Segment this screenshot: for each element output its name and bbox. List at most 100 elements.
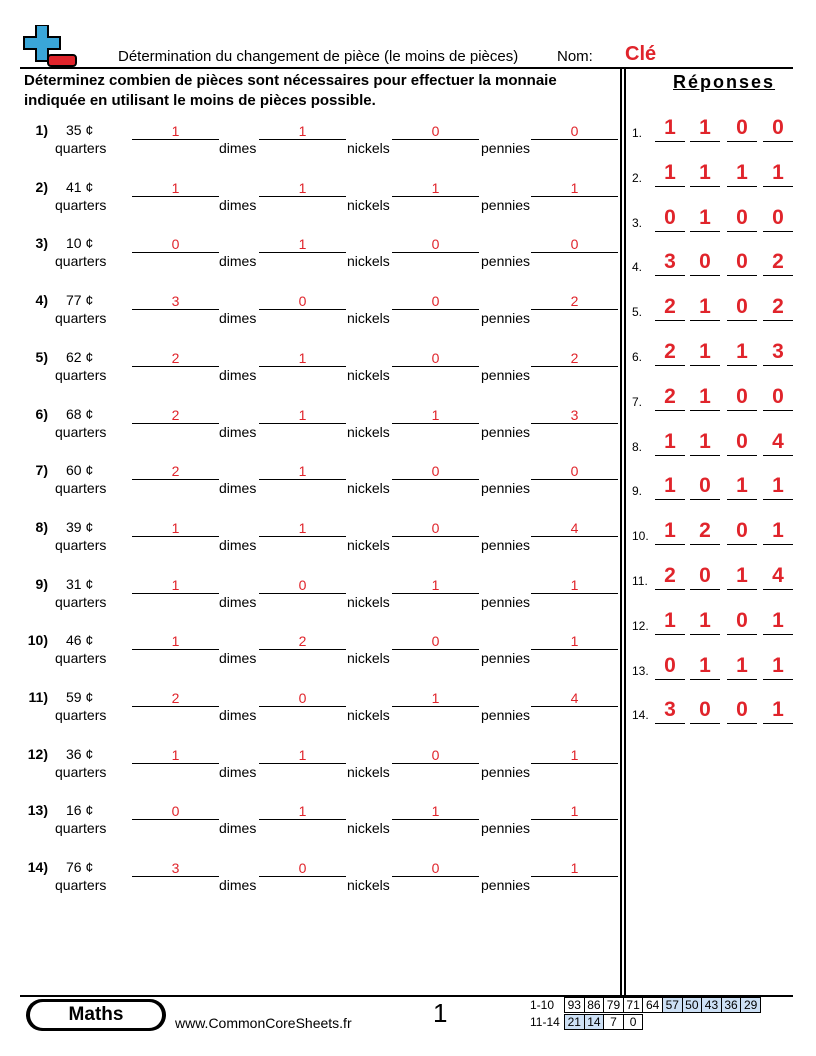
answer-field-quarters[interactable]: 3	[132, 859, 219, 878]
score-cell: 86	[583, 997, 605, 1013]
amount: 41 ¢	[66, 178, 94, 195]
answer-field-quarters[interactable]: 3	[132, 292, 219, 311]
answer-field-quarters[interactable]: 0	[132, 235, 219, 254]
answer-field-nickels[interactable]: 1	[392, 802, 479, 821]
answer-field-dimes[interactable]: 0	[259, 859, 346, 878]
answer-field-quarters[interactable]: 2	[132, 462, 219, 481]
answer-field-quarters[interactable]: 1	[132, 122, 219, 140]
answer-field-nickels[interactable]: 0	[392, 746, 479, 764]
answer-field-pennies[interactable]: 4	[531, 689, 618, 707]
answer-field-nickels[interactable]: 0	[392, 292, 479, 311]
answer-field-dimes[interactable]: 1	[259, 802, 346, 821]
answer-field-pennies[interactable]: 4	[531, 519, 618, 537]
answer-key-value: 3	[655, 249, 685, 277]
score-cell: 0	[622, 1014, 644, 1030]
answer-field-nickels[interactable]: 1	[392, 576, 479, 594]
answer-field-dimes[interactable]: 0	[259, 689, 346, 707]
coin-label-pennies: pennies	[481, 877, 531, 894]
answer-field-dimes[interactable]: 0	[259, 576, 346, 594]
answer-key-value: 0	[727, 249, 757, 277]
answer-key-number: 5.	[632, 305, 643, 320]
instructions: Déterminez combien de pièces sont nécess…	[24, 72, 557, 109]
coin-label-nickels: nickels	[347, 366, 390, 383]
problem-number: 6)	[35, 405, 48, 422]
coin-label-dimes: dimes	[219, 253, 257, 270]
answer-field-pennies[interactable]: 0	[531, 122, 618, 140]
score-cell: 29	[740, 997, 761, 1013]
answer-field-pennies[interactable]: 1	[531, 576, 618, 594]
answer-field-quarters[interactable]: 1	[132, 179, 219, 197]
score-cell: 14	[583, 1014, 605, 1030]
answer-key-value: 1	[655, 473, 685, 501]
answers-title: Réponses	[673, 72, 776, 92]
answer-key-value: 1	[763, 160, 793, 187]
score-cell: 93	[564, 997, 585, 1013]
answer-field-dimes[interactable]: 1	[259, 462, 346, 481]
answer-field-pennies[interactable]: 2	[531, 292, 618, 311]
answer-field-pennies[interactable]: 3	[531, 406, 618, 424]
coin-label-quarters: quarters	[55, 820, 107, 837]
answer-key-value: 0	[763, 205, 793, 232]
answer-field-pennies[interactable]: 1	[531, 746, 618, 764]
answer-field-dimes[interactable]: 1	[259, 235, 346, 254]
answer-field-nickels[interactable]: 0	[392, 859, 479, 878]
score-row: 11-14 21 14 7 0	[530, 1014, 644, 1031]
answer-field-dimes[interactable]: 1	[259, 349, 346, 367]
answer-key-value: 0	[727, 115, 757, 142]
answer-field-dimes[interactable]: 0	[259, 292, 346, 311]
answer-field-nickels[interactable]: 0	[392, 462, 479, 481]
answer-field-dimes[interactable]: 1	[259, 122, 346, 140]
answer-field-dimes[interactable]: 1	[259, 746, 346, 764]
answer-field-quarters[interactable]: 2	[132, 349, 219, 367]
answer-key-value: 0	[690, 563, 720, 590]
answer-key-value: 1	[655, 160, 685, 187]
answer-field-nickels[interactable]: 0	[392, 235, 479, 254]
answer-field-nickels[interactable]: 0	[392, 632, 479, 651]
answer-key-row: 11. 2 0 1 4	[632, 560, 802, 590]
answer-field-dimes[interactable]: 2	[259, 632, 346, 651]
answer-key-number: 9.	[632, 484, 643, 499]
website-link[interactable]: www.CommonCoreSheets.fr	[175, 1015, 352, 1031]
answer-field-pennies[interactable]: 0	[531, 235, 618, 254]
score-cell: 36	[720, 997, 742, 1013]
answer-field-pennies[interactable]: 1	[531, 632, 618, 651]
answer-field-nickels[interactable]: 1	[392, 689, 479, 707]
answer-field-quarters[interactable]: 1	[132, 746, 219, 764]
answer-field-pennies[interactable]: 0	[531, 462, 618, 481]
answer-field-quarters[interactable]: 2	[132, 689, 219, 707]
coin-label-pennies: pennies	[481, 310, 531, 327]
answer-field-nickels[interactable]: 0	[392, 349, 479, 367]
answer-key-value: 0	[727, 294, 757, 322]
amount: 62 ¢	[66, 348, 94, 365]
answer-field-quarters[interactable]: 1	[132, 519, 219, 537]
problem-number: 1)	[35, 122, 48, 138]
score-row: 1-10 93 86 79 71 64 57 50 43 36 29	[530, 997, 761, 1014]
answer-key-row: 12. 1 1 0 1	[632, 605, 802, 635]
amount: 10 ¢	[66, 235, 94, 252]
answer-field-quarters[interactable]: 2	[132, 406, 219, 424]
answer-field-dimes[interactable]: 1	[259, 179, 346, 197]
answer-field-pennies[interactable]: 1	[531, 802, 618, 821]
answer-key-value: 0	[727, 697, 757, 725]
answer-key-number: 6.	[632, 350, 643, 364]
answer-field-dimes[interactable]: 1	[259, 406, 346, 424]
answer-field-nickels[interactable]: 0	[392, 519, 479, 537]
answer-field-quarters[interactable]: 1	[132, 576, 219, 594]
answer-key-row: 8. 1 1 0 4	[632, 426, 802, 456]
answer-key-value: 3	[763, 339, 793, 366]
answer-field-pennies[interactable]: 2	[531, 349, 618, 367]
answer-key-value: 0	[727, 205, 757, 232]
answer-field-dimes[interactable]: 1	[259, 519, 346, 537]
answer-field-quarters[interactable]: 1	[132, 632, 219, 651]
answer-field-nickels[interactable]: 1	[392, 179, 479, 197]
answer-field-quarters[interactable]: 0	[132, 802, 219, 821]
answer-field-nickels[interactable]: 1	[392, 406, 479, 424]
answer-field-pennies[interactable]: 1	[531, 859, 618, 878]
answer-key-number: 11.	[632, 574, 648, 588]
answer-field-pennies[interactable]: 1	[531, 179, 618, 197]
coin-label-pennies: pennies	[481, 763, 531, 780]
answer-key-row: 1. 1 1 0 0	[632, 112, 802, 142]
amount: 31 ¢	[66, 575, 94, 592]
answer-field-nickels[interactable]: 0	[392, 122, 479, 140]
plus-minus-logo-icon	[23, 25, 77, 67]
